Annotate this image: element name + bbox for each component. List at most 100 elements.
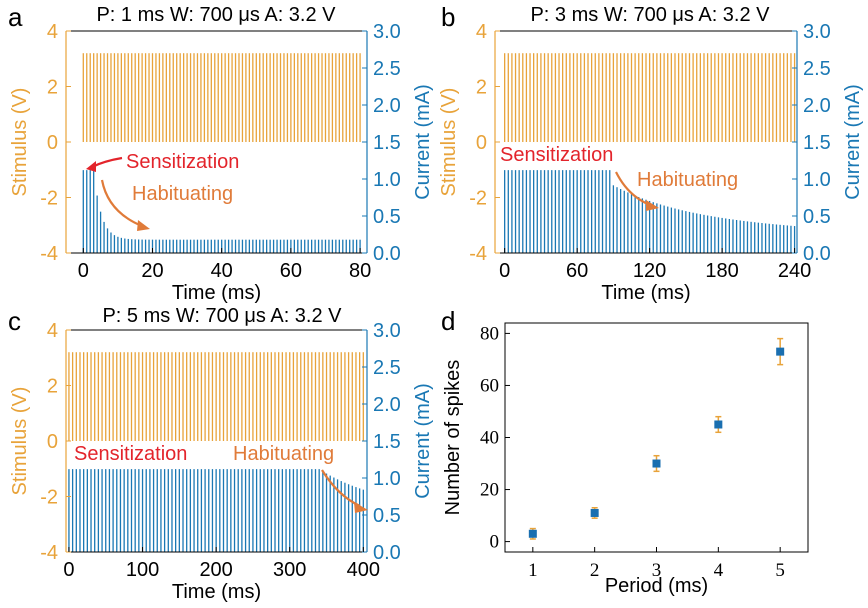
y-tick-label-left: 4 — [476, 21, 487, 43]
y-tick-label-right: 0.0 — [373, 542, 401, 564]
panel-letter: d — [441, 306, 455, 336]
arrow-sensitization — [91, 156, 123, 168]
arrow-habituating-head — [137, 220, 150, 231]
x-tick-label: 2 — [590, 560, 600, 581]
panel-title: P: 1 ms W: 700 μs A: 3.2 V — [96, 4, 336, 26]
y-tick-label-left: -4 — [40, 542, 58, 564]
y-tick-label-right: 2.0 — [373, 95, 401, 117]
x-tick-label: 100 — [126, 559, 159, 581]
annotation-sensitization: Sensitization — [74, 443, 187, 465]
panel-d: 0 20 40 60 80 1 2 3 4 5 Period (ms) Number of spike… — [441, 306, 809, 597]
annotation-habituating: Habituating — [637, 169, 738, 191]
panel-title: P: 5 ms W: 700 μs A: 3.2 V — [102, 305, 342, 327]
y-axis-label-right: Current (mA) — [412, 383, 434, 499]
y-tick-label-right: 1.0 — [373, 169, 401, 191]
x-tick-label: 0 — [78, 260, 89, 282]
x-tick-label: 300 — [273, 559, 306, 581]
y-tick-label-right: 3.0 — [373, 320, 401, 342]
x-tick-label: 180 — [705, 260, 738, 282]
y-tick-label-right: 1.5 — [373, 431, 401, 453]
x-tick-label: 400 — [347, 559, 380, 581]
y-tick-label-right: 1.0 — [373, 468, 401, 490]
y-tick-label-right: 2.5 — [373, 357, 401, 379]
x-tick-label: 4 — [714, 560, 724, 581]
y-axis-label-left: Stimulus (V) — [438, 88, 460, 197]
y-tick-label-left: 0 — [47, 132, 58, 154]
y-axis-label-left: Stimulus (V) — [9, 387, 31, 496]
y-tick-label-left: -4 — [40, 243, 58, 265]
x-tick-label: 40 — [211, 260, 233, 282]
y-tick-label-right: 1.5 — [803, 132, 831, 154]
y-axis-label-left: Stimulus (V) — [9, 88, 31, 197]
y-tick-label: 0 — [490, 532, 500, 553]
x-tick-label: 120 — [633, 260, 666, 282]
panel-title: P: 3 ms W: 700 μs A: 3.2 V — [530, 4, 770, 26]
x-tick-label: 3 — [652, 560, 662, 581]
y-tick-label-right: 2.5 — [373, 58, 401, 80]
annotation-sensitization: Sensitization — [500, 144, 613, 166]
y-tick-label-right: 0.5 — [803, 206, 831, 228]
y-tick-label-left: 0 — [476, 132, 487, 154]
y-axis-label-right: Current (mA) — [842, 84, 864, 200]
panel-letter: c — [8, 306, 21, 336]
stimulus-trace — [504, 53, 796, 142]
arrow-habituating — [100, 179, 143, 228]
x-tick-label: 240 — [778, 260, 811, 282]
stimulus-trace — [82, 53, 361, 142]
y-tick-label-left: 2 — [47, 376, 58, 398]
y-tick-label-right: 0.5 — [373, 505, 401, 527]
y-tick-label-right: 0.5 — [373, 206, 401, 228]
panel-b: 4 2 0 -2 -4 3.0 2.5 2.0 1.5 1.0 0.5 0.0 0 60 120 180 240… — [438, 2, 864, 304]
y-axis-label-right: Current (mA) — [412, 84, 434, 200]
data-point — [652, 459, 661, 468]
y-tick-label-left: 2 — [476, 77, 487, 99]
x-axis-label: Time (ms) — [172, 581, 261, 603]
y-tick-label-right: 2.5 — [803, 58, 831, 80]
y-tick-label-right: 3.0 — [373, 21, 401, 43]
annotation-habituating: Habituating — [132, 183, 233, 205]
y-tick-label-right: 1.0 — [803, 169, 831, 191]
y-tick-label-left: 0 — [47, 431, 58, 453]
y-tick-label: 60 — [480, 375, 499, 396]
x-tick-label: 1 — [528, 560, 538, 581]
x-tick-label: 20 — [141, 260, 163, 282]
y-tick-label-right: 2.0 — [373, 394, 401, 416]
y-tick-label-left: -4 — [469, 243, 487, 265]
y-tick-label-left: -2 — [469, 188, 487, 210]
stimulus-trace — [68, 352, 364, 441]
x-tick-label: 200 — [199, 559, 232, 581]
y-axis-label: Number of spikes — [442, 360, 464, 516]
current-trace — [82, 170, 361, 253]
y-tick-label-left: 4 — [47, 21, 58, 43]
x-axis-label: Period (ms) — [605, 575, 708, 597]
y-tick-label-left: 4 — [47, 320, 58, 342]
panel-letter: a — [8, 2, 23, 32]
x-axis-label: Time (ms) — [172, 282, 261, 304]
y-tick-label: 80 — [480, 323, 499, 344]
x-tick-label: 80 — [349, 260, 371, 282]
y-tick-label-right: 1.5 — [373, 132, 401, 154]
data-point — [714, 420, 723, 429]
x-tick-label: 60 — [280, 260, 302, 282]
x-tick-label: 0 — [499, 260, 510, 282]
y-tick-label-right: 2.0 — [803, 95, 831, 117]
panel-a: 420-2-43.02.52.01.51.00.50.00 20 40 60 80Tim… — [8, 2, 434, 304]
y-tick-label-left: -2 — [40, 188, 58, 210]
arrow-habituating-head — [646, 200, 659, 211]
current-trace — [68, 469, 364, 552]
y-tick-label: 40 — [480, 428, 499, 449]
y-tick-label-right: 0.0 — [803, 243, 831, 265]
data-point — [776, 347, 785, 356]
arrow-habituating-head — [354, 502, 368, 513]
y-tick-label-left: 2 — [47, 77, 58, 99]
data-point — [590, 508, 599, 517]
annotation-sensitization: Sensitization — [126, 151, 239, 173]
x-tick-label: 60 — [566, 260, 588, 282]
x-axis-label: Time (ms) — [601, 282, 690, 304]
x-tick-label: 5 — [775, 560, 785, 581]
panel-letter: b — [441, 2, 455, 32]
annotation-habituating: Habituating — [233, 443, 334, 465]
arrow-sensitization-head — [86, 161, 96, 172]
y-tick-label: 20 — [480, 480, 499, 501]
